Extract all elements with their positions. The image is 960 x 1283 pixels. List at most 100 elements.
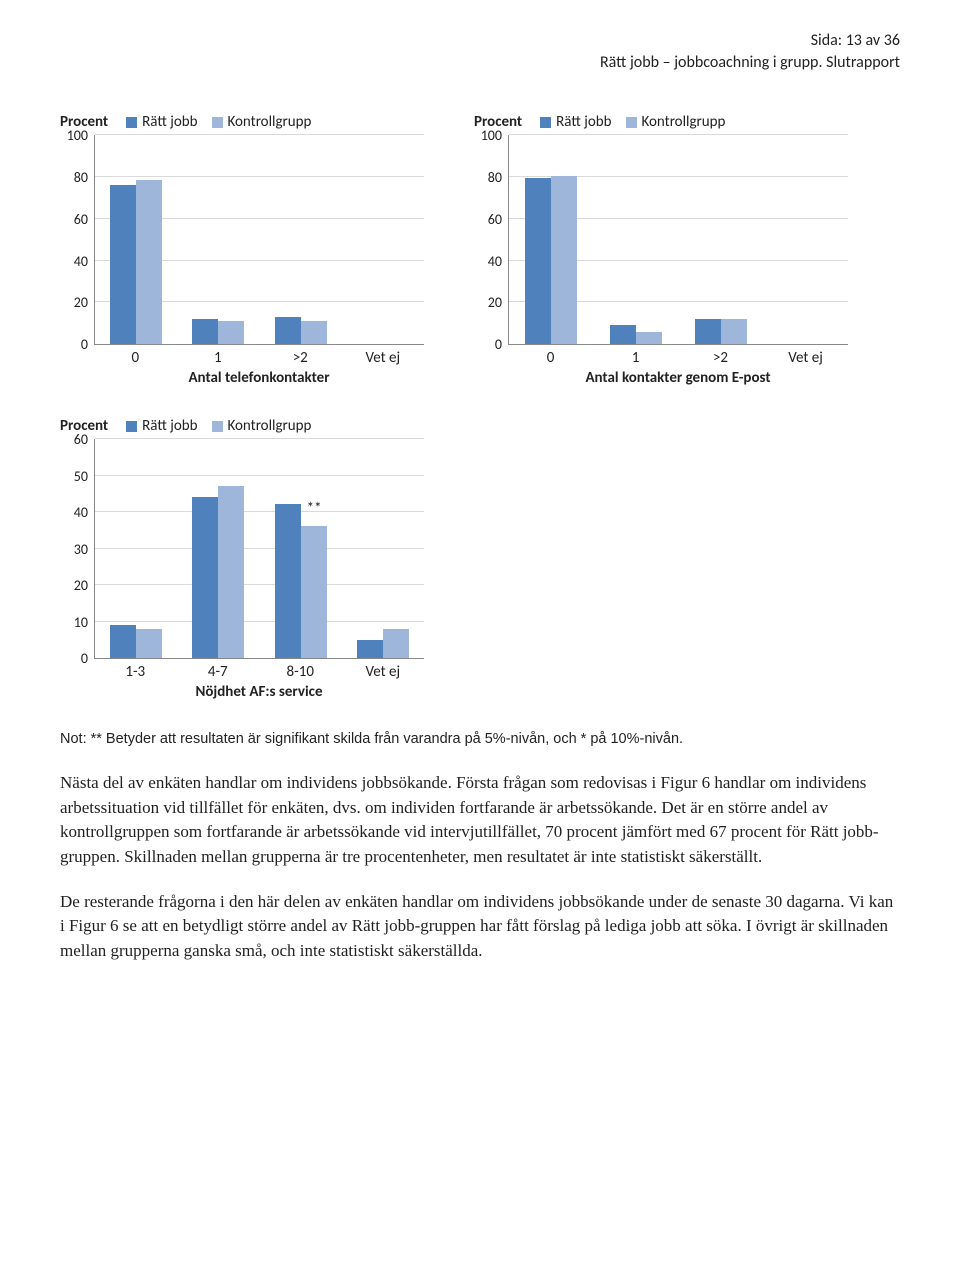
y-tick: 20	[488, 294, 502, 311]
bar-group	[522, 176, 580, 344]
bar-group	[272, 317, 330, 344]
bar-series2	[218, 321, 244, 344]
x-tick: Vet ej	[354, 663, 412, 681]
bar-series1	[275, 317, 301, 344]
chart-header-row: ProcentRätt jobbKontrollgrupp	[474, 113, 848, 131]
bar-groups	[95, 135, 424, 344]
legend-item: Rätt jobb	[126, 113, 197, 131]
legend-item: Rätt jobb	[540, 113, 611, 131]
legend-swatch-series1	[540, 117, 551, 128]
plot-frame: 100806040200	[60, 135, 424, 345]
bar-group	[692, 319, 750, 344]
x-tick: >2	[271, 349, 329, 367]
y-tick: 30	[74, 541, 88, 558]
x-axis-title: Antal telefonkontakter	[94, 369, 424, 387]
y-tick: 80	[74, 169, 88, 186]
y-tick: 10	[74, 614, 88, 631]
legend-item: Kontrollgrupp	[626, 113, 726, 131]
bar-series1	[192, 319, 218, 344]
significance-note: Not: ** Betyder att resultaten är signif…	[60, 731, 900, 747]
y-tick: 40	[74, 504, 88, 521]
x-axis-title: Antal kontakter genom E-post	[508, 369, 848, 387]
report-title: Rätt jobb – jobbcoachning i grupp. Slutr…	[60, 52, 900, 74]
bar-series1	[110, 625, 136, 658]
x-tick: 8-10	[271, 663, 329, 681]
bar-series1	[192, 497, 218, 658]
chart-header-row: ProcentRätt jobbKontrollgrupp	[60, 417, 424, 435]
legend-item: Rätt jobb	[126, 417, 197, 435]
bar-series2	[218, 486, 244, 658]
bar-series1	[275, 504, 301, 658]
y-tick: 60	[74, 211, 88, 228]
plot-area	[508, 135, 848, 345]
x-axis-title: Nöjdhet AF:s service	[94, 683, 424, 701]
y-tick: 50	[74, 468, 88, 485]
legend-swatch-series2	[212, 117, 223, 128]
plot-frame: 100806040200	[474, 135, 848, 345]
body-text: Nästa del av enkäten handlar om individe…	[60, 771, 900, 963]
bar-series2	[636, 332, 662, 345]
bar-series2	[721, 319, 747, 344]
bar-group: **	[272, 504, 330, 658]
x-ticks: 1-3 4-7 8-10 Vet ej	[94, 663, 424, 681]
y-tick: 0	[81, 650, 88, 667]
bar-series1	[110, 185, 136, 345]
y-tick: 0	[81, 336, 88, 353]
legend-label: Rätt jobb	[142, 417, 197, 435]
chart-email: ProcentRätt jobbKontrollgrupp10080604020…	[474, 113, 848, 387]
legend-label: Kontrollgrupp	[642, 113, 726, 131]
x-tick: Vet ej	[777, 349, 835, 367]
y-tick: 100	[481, 127, 502, 144]
x-tick: 1	[189, 349, 247, 367]
y-tick: 60	[74, 431, 88, 448]
plot-area	[94, 135, 424, 345]
bar-groups	[509, 135, 848, 344]
x-tick: 0	[522, 349, 580, 367]
bar-series2	[301, 526, 327, 658]
plot-area: **	[94, 439, 424, 659]
bar-series2	[301, 321, 327, 344]
chart-legend: Rätt jobb Kontrollgrupp	[540, 113, 725, 131]
bar-series1	[610, 325, 636, 344]
y-tick: 40	[488, 253, 502, 270]
chart-legend: Rätt jobb Kontrollgrupp	[126, 113, 311, 131]
chart-legend: Rätt jobbKontrollgrupp	[126, 417, 311, 435]
x-tick: >2	[692, 349, 750, 367]
x-tick: 0	[106, 349, 164, 367]
page-header: Sida: 13 av 36 Rätt jobb – jobbcoachning…	[60, 30, 900, 73]
y-tick: 40	[74, 253, 88, 270]
y-ticks: 60 50 40 30 20 10 0	[60, 431, 94, 667]
plot-frame: 6050403020100**	[60, 439, 424, 659]
y-tick: 0	[495, 336, 502, 353]
chart-satisfaction: ProcentRätt jobbKontrollgrupp60 50 40 30 20 1…	[60, 417, 424, 701]
bar-group	[607, 325, 665, 344]
legend-swatch-series2	[626, 117, 637, 128]
bar-series2	[136, 180, 162, 344]
significance-marker: **	[307, 500, 322, 502]
y-tick: 60	[488, 211, 502, 228]
y-tick: 20	[74, 577, 88, 594]
y-tick: 20	[74, 294, 88, 311]
y-tick: 100	[67, 127, 88, 144]
bar-series1	[357, 640, 383, 658]
bar-group	[354, 629, 412, 658]
legend-label: Kontrollgrupp	[228, 113, 312, 131]
bar-series2	[136, 629, 162, 658]
legend-swatch-series1	[126, 421, 137, 432]
bar-series2	[551, 176, 577, 344]
page-number: Sida: 13 av 36	[60, 30, 900, 52]
bar-groups: **	[95, 439, 424, 658]
charts-row-1: ProcentRätt jobbKontrollgrupp10080604020…	[60, 113, 900, 387]
x-tick: Vet ej	[354, 349, 412, 367]
x-tick: 4-7	[189, 663, 247, 681]
y-ticks: 100806040200	[474, 127, 508, 353]
y-ticks: 100 80 60 40 20 0	[60, 127, 94, 353]
legend-label: Rätt jobb	[142, 113, 197, 131]
bar-group	[189, 486, 247, 658]
bar-series2	[383, 629, 409, 658]
legend-swatch-series2	[212, 421, 223, 432]
x-tick: 1-3	[106, 663, 164, 681]
chart-header-row: ProcentRätt jobbKontrollgrupp	[60, 113, 424, 131]
charts-row-2: ProcentRätt jobbKontrollgrupp60 50 40 30 20 1…	[60, 417, 900, 701]
bar-group	[189, 319, 247, 344]
